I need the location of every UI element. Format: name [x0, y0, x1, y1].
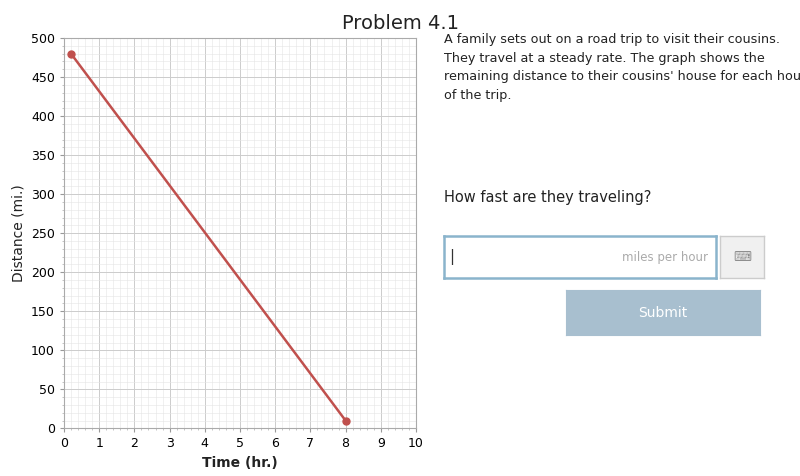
Text: ⌨: ⌨	[733, 250, 751, 264]
X-axis label: Time (hr.): Time (hr.)	[202, 456, 278, 470]
Y-axis label: Distance (mi.): Distance (mi.)	[11, 184, 26, 282]
Text: Submit: Submit	[638, 306, 688, 320]
Text: How fast are they traveling?: How fast are they traveling?	[444, 190, 651, 206]
Text: |: |	[450, 249, 454, 265]
Text: A family sets out on a road trip to visit their cousins.
They travel at a steady: A family sets out on a road trip to visi…	[444, 33, 800, 102]
Text: Problem 4.1: Problem 4.1	[342, 14, 458, 33]
Text: miles per hour: miles per hour	[622, 250, 708, 264]
